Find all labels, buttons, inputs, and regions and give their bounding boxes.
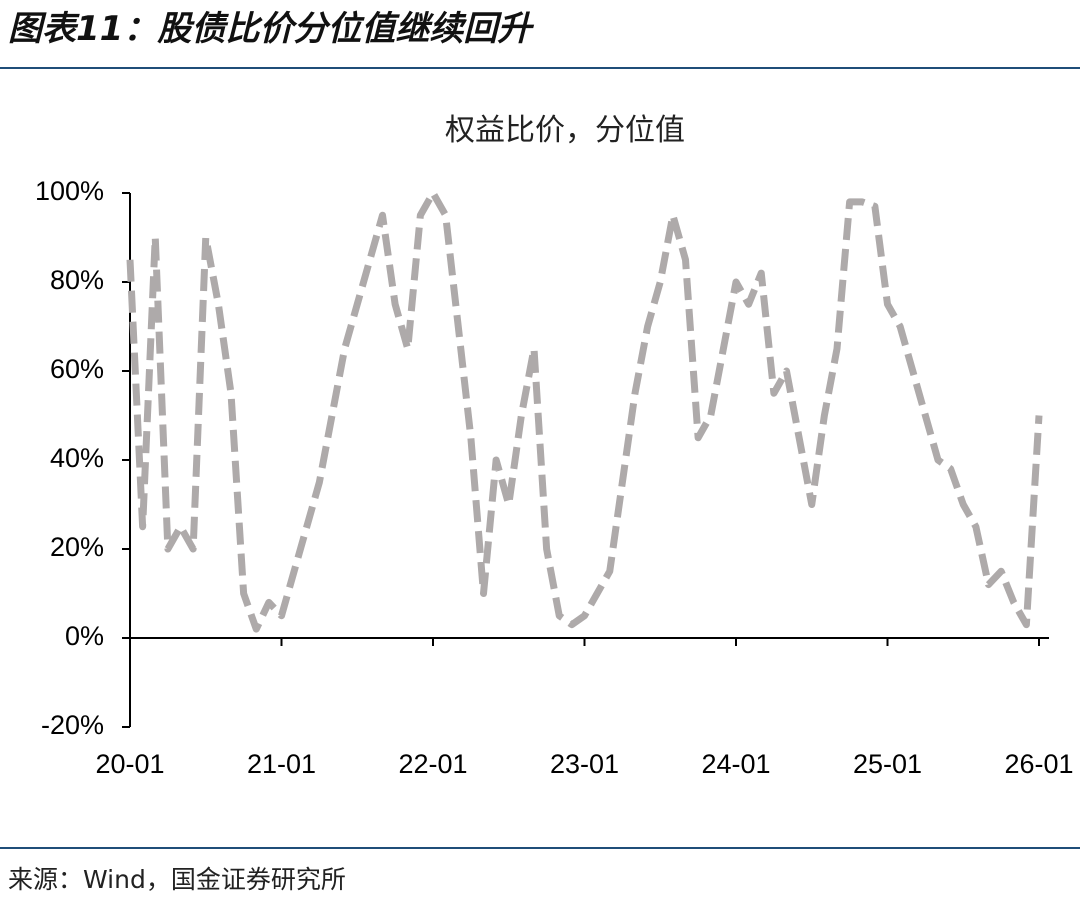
x-tick-label: 22-01 — [398, 749, 467, 779]
chart-title: 权益比价，分位值 — [445, 113, 685, 148]
x-tick-label: 23-01 — [550, 749, 619, 779]
y-tick-label: -20% — [41, 710, 104, 740]
x-tick-label: 24-01 — [701, 749, 770, 779]
page-title: 图表11：股债比价分位值继续回升 — [8, 9, 534, 49]
x-tick-label: 20-01 — [95, 749, 164, 779]
x-tick-label: 21-01 — [247, 749, 316, 779]
y-tick-label: 0% — [65, 621, 104, 651]
y-tick-label: 60% — [50, 354, 104, 384]
x-tick-label: 25-01 — [853, 749, 922, 779]
source: 来源：Wind，国金证券研究所 — [8, 865, 346, 894]
y-tick-label: 40% — [50, 443, 104, 473]
series-line — [126, 189, 1043, 633]
y-tick-label: 20% — [50, 532, 104, 562]
x-tick-label: 26-01 — [1004, 749, 1073, 779]
y-tick-label: 100% — [35, 176, 104, 206]
y-tick-label: 80% — [50, 265, 104, 295]
